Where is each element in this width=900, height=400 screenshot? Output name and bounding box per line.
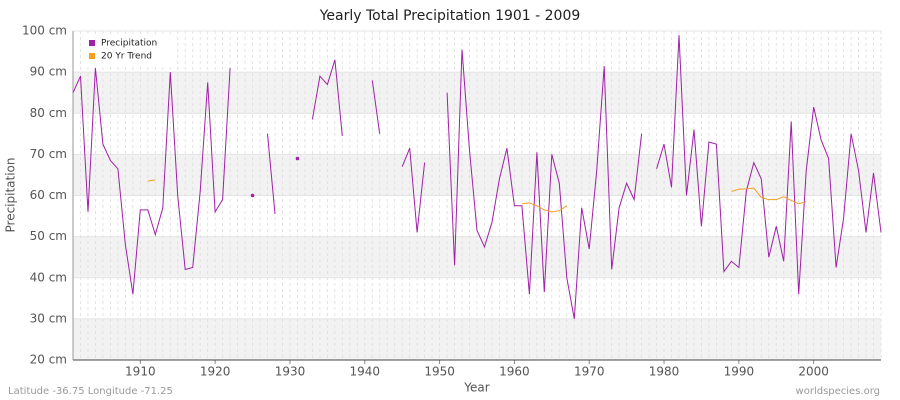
series-line: [311, 59, 343, 136]
x-tick-label: 1990: [724, 365, 755, 379]
y-tick-label: 80 cm: [30, 106, 67, 120]
footer-right: worldspecies.org: [796, 386, 880, 397]
series-line: [656, 35, 882, 295]
legend-label: Precipitation: [101, 39, 157, 49]
x-tick-label: 1960: [499, 365, 530, 379]
y-tick-label: 70 cm: [30, 147, 67, 161]
legend-swatch: [89, 40, 95, 46]
chart-title: Yearly Total Precipitation 1901 - 2009: [319, 8, 581, 24]
data-point: [295, 156, 300, 161]
series-line: [147, 179, 156, 182]
series-line: [267, 133, 276, 215]
y-tick-label: 50 cm: [30, 229, 67, 243]
x-tick-label: 1930: [275, 365, 306, 379]
x-tick-label: 1980: [649, 365, 680, 379]
y-tick-label: 40 cm: [30, 270, 67, 284]
y-tick-label: 30 cm: [30, 311, 67, 325]
x-axis-label: Year: [463, 381, 489, 395]
x-tick-label: 1920: [200, 365, 231, 379]
y-tick-label: 60 cm: [30, 188, 67, 202]
series-line: [401, 148, 426, 233]
y-axis-label: Precipitation: [4, 157, 18, 232]
legend-label: 20 Yr Trend: [101, 52, 152, 62]
series-line: [521, 202, 568, 213]
y-tick-label: 20 cm: [30, 353, 67, 367]
x-tick-label: 1910: [125, 365, 156, 379]
x-tick-label: 2000: [798, 365, 829, 379]
y-tick-label: 90 cm: [30, 65, 67, 79]
y-tick-label: 100 cm: [22, 24, 67, 38]
footer-left: Latitude -36.75 Longitude -71.25: [8, 386, 173, 397]
series-line: [446, 49, 643, 319]
legend-swatch: [89, 53, 95, 59]
series-line: [72, 67, 231, 295]
data-point: [250, 193, 255, 198]
x-tick-label: 1940: [350, 365, 381, 379]
series-line: [371, 80, 381, 134]
series-line: [731, 187, 807, 205]
legend-box: [82, 35, 172, 65]
x-tick-label: 1970: [574, 365, 605, 379]
x-tick-label: 1950: [424, 365, 455, 379]
